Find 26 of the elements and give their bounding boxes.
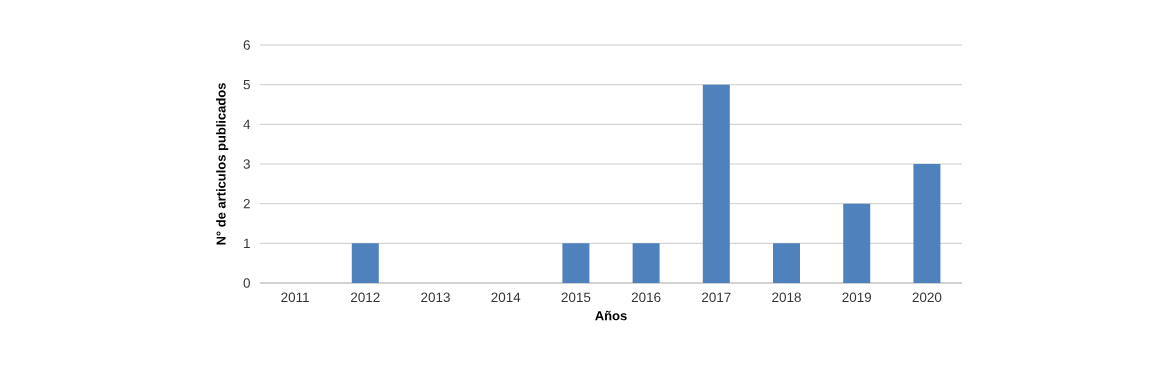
- x-tick-label: 2015: [561, 292, 591, 303]
- bar: [702, 84, 730, 283]
- x-tick-label: 2020: [912, 292, 942, 303]
- bar: [351, 243, 379, 283]
- x-axis-title: Años: [595, 310, 627, 321]
- bar: [913, 164, 941, 283]
- x-tick-label: 2019: [842, 292, 872, 303]
- x-tick-label: 2013: [421, 292, 450, 303]
- x-tick-label: 2016: [631, 292, 661, 303]
- x-tick-label: 2014: [491, 292, 521, 303]
- y-tick-label: 3: [243, 159, 250, 169]
- bar: [632, 243, 660, 283]
- bar: [843, 203, 871, 283]
- y-tick-label: 4: [243, 119, 251, 129]
- bar: [773, 243, 801, 283]
- bar: [562, 243, 590, 283]
- x-tick-label: 2018: [772, 292, 801, 303]
- x-tick-label: 2012: [351, 292, 380, 303]
- y-tick-label: 6: [243, 40, 250, 50]
- y-axis-title: N° de articulos publicados: [216, 83, 229, 245]
- y-tick-label: 2: [243, 198, 250, 209]
- y-tick-label: 0: [243, 278, 250, 288]
- x-tick-label: 2011: [281, 292, 309, 303]
- x-tick-label: 2017: [702, 292, 731, 303]
- y-tick-label: 5: [243, 79, 250, 90]
- y-tick-label: 1: [244, 238, 250, 248]
